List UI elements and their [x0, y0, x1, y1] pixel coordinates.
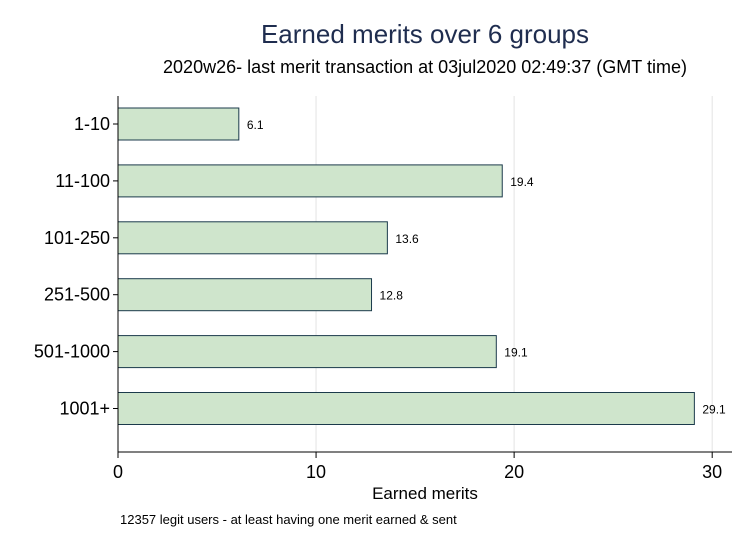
x-axis-label: Earned merits	[372, 484, 478, 503]
bar-501-1000	[117, 335, 497, 369]
x-tick-label: 10	[306, 462, 326, 482]
category-label: 251-500	[44, 285, 110, 305]
data-label: 29.1	[702, 403, 726, 417]
bar-101-250	[117, 221, 388, 255]
category-label: 501-1000	[34, 342, 110, 362]
bar-251-500	[117, 278, 373, 312]
x-tick-label: 0	[113, 462, 123, 482]
bar-1001+	[117, 392, 695, 425]
x-tick-label: 20	[504, 462, 524, 482]
x-tick-label: 30	[702, 462, 722, 482]
data-label: 19.4	[510, 175, 534, 189]
chart-note: 12357 legit users - at least having one …	[120, 512, 457, 527]
category-label: 1-10	[74, 114, 110, 134]
chart-title: Earned merits over 6 groups	[261, 19, 589, 49]
data-label: 12.8	[380, 289, 404, 303]
bar-1-10	[117, 107, 240, 141]
bar-11-100	[117, 164, 503, 198]
category-label: 11-100	[55, 171, 110, 191]
data-label: 19.1	[504, 346, 528, 360]
data-label: 13.6	[395, 232, 419, 246]
category-label: 101-250	[44, 228, 110, 248]
data-label: 6.1	[247, 118, 264, 132]
chart-subtitle: 2020w26- last merit transaction at 03jul…	[163, 57, 687, 77]
bars: 1-10 6.1 11-100 19.4 101-250 13.6 251-500 12.8 5…	[34, 107, 726, 425]
x-axis-ticks: 0 10 20 30	[113, 452, 722, 482]
category-label: 1001+	[59, 399, 110, 419]
